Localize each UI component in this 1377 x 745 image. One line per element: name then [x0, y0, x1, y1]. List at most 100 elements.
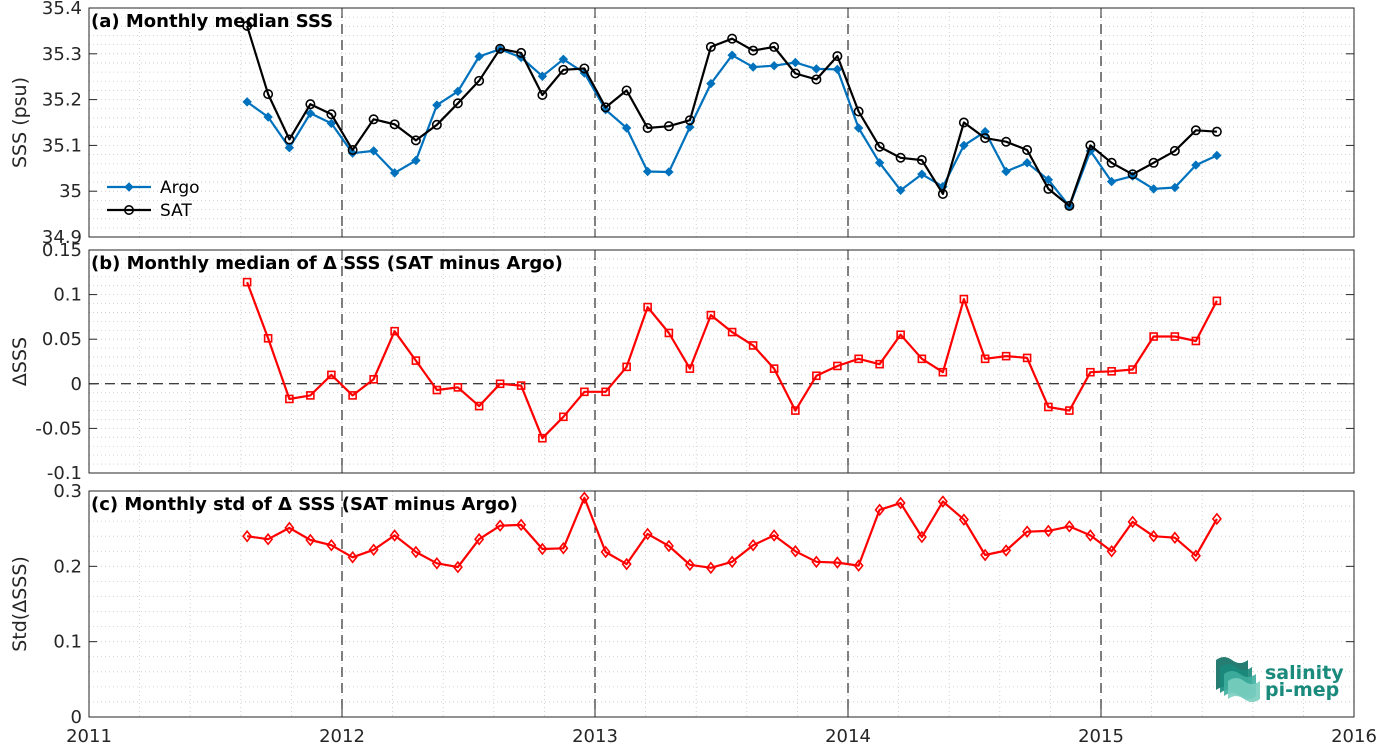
data-point — [895, 496, 906, 510]
data-point — [663, 121, 674, 132]
data-point — [1001, 351, 1011, 361]
data-point — [537, 542, 548, 556]
data-point — [516, 47, 527, 58]
data-point — [727, 327, 737, 337]
data-point — [1128, 365, 1137, 374]
y-tick-label: 0.2 — [53, 556, 82, 577]
data-point — [1001, 136, 1012, 147]
data-point — [538, 433, 547, 443]
data-point — [853, 106, 864, 117]
data-point — [474, 532, 485, 546]
data-point — [748, 341, 758, 350]
data-point — [600, 545, 611, 559]
data-point — [812, 371, 821, 381]
y-tick-label: 35.3 — [42, 44, 82, 65]
data-point — [1043, 183, 1054, 194]
data-point — [958, 117, 969, 128]
legend: Argo SAT — [107, 178, 200, 221]
data-point — [916, 155, 927, 166]
y-tick-label: 0.05 — [42, 329, 82, 350]
data-point — [369, 375, 378, 384]
data-point — [1044, 402, 1053, 412]
data-point — [452, 98, 463, 109]
data-point — [1085, 140, 1096, 151]
data-point — [368, 543, 379, 557]
data-point — [642, 527, 653, 541]
data-point — [347, 144, 358, 155]
data-point — [1064, 520, 1075, 533]
x-tick-label: 2013 — [572, 726, 618, 745]
data-point — [874, 141, 885, 152]
y-tick-label: 35 — [59, 181, 82, 202]
data-point — [389, 119, 400, 130]
data-point — [242, 277, 252, 287]
data-point — [937, 495, 948, 508]
data-point — [684, 115, 695, 126]
data-point — [284, 521, 295, 535]
data-point — [242, 20, 253, 31]
data-point — [580, 387, 589, 397]
data-point — [790, 57, 801, 68]
x-tick-label: 2015 — [1078, 726, 1124, 745]
data-point — [263, 112, 273, 122]
data-point — [748, 45, 759, 56]
data-point — [917, 354, 927, 364]
series-delta-sss — [242, 491, 1222, 575]
data-point — [474, 75, 485, 86]
data-point — [790, 544, 801, 558]
y-tick-label: 0.1 — [53, 632, 82, 653]
data-point — [705, 41, 716, 52]
x-tick-label: 2016 — [1331, 726, 1377, 745]
data-point — [1001, 544, 1012, 557]
data-point — [1022, 353, 1032, 363]
data-point — [705, 561, 716, 575]
data-point — [621, 123, 632, 133]
data-point — [1085, 529, 1096, 542]
y-tick-label: 35.2 — [42, 90, 82, 111]
data-point — [748, 538, 759, 552]
data-point — [495, 519, 506, 532]
data-point — [937, 188, 948, 199]
y-tick-label: 0 — [71, 374, 82, 395]
data-point — [895, 152, 906, 163]
series-line — [246, 496, 1218, 569]
data-point — [1169, 531, 1180, 544]
data-point — [833, 361, 842, 371]
data-point — [1191, 336, 1201, 346]
data-point — [305, 99, 316, 110]
panel-c: 0 0.1 0.2 0.3 2011 2012 2013 2014 2015 2016 Std(ΔS… — [9, 481, 1377, 745]
data-point — [326, 538, 337, 552]
data-point — [453, 86, 463, 97]
series-delta-sss — [242, 277, 1222, 443]
data-point — [832, 64, 843, 75]
data-point — [642, 122, 653, 133]
logo-line-2: pi-mep — [1265, 679, 1339, 701]
series-line — [246, 25, 1217, 207]
data-point — [769, 364, 779, 373]
data-point — [1212, 150, 1222, 161]
legend-marker — [124, 182, 134, 192]
data-point — [980, 133, 991, 144]
data-point — [1107, 367, 1116, 376]
data-point — [706, 78, 716, 89]
data-point — [516, 381, 526, 390]
data-point — [306, 391, 315, 400]
data-point — [1106, 176, 1117, 187]
axes-box — [88, 7, 1355, 238]
logo-wave-shape — [1228, 678, 1260, 702]
data-point — [495, 379, 505, 389]
series-argo — [242, 44, 1222, 212]
data-point — [1022, 525, 1033, 538]
x-tick-label: 2012 — [319, 726, 365, 745]
logo-wave-icon — [1216, 657, 1260, 702]
data-point — [980, 354, 990, 364]
data-point — [537, 71, 548, 81]
y-axis-label: SSS (psu) — [9, 77, 31, 168]
data-point — [368, 114, 379, 125]
data-point — [1086, 367, 1095, 377]
data-point — [495, 43, 506, 54]
panel-title: (a) Monthly median SSS — [91, 11, 333, 32]
y-tick-label: 0.1 — [53, 285, 82, 306]
data-point — [326, 109, 337, 120]
data-point — [432, 100, 442, 110]
